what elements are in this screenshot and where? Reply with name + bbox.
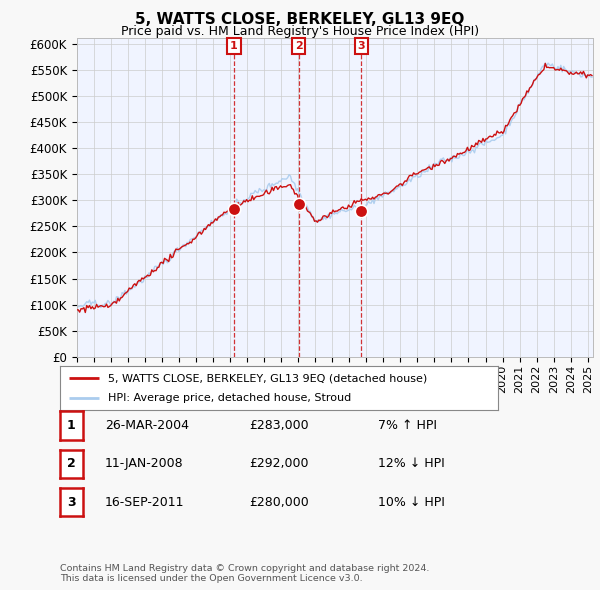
Text: 1: 1	[67, 419, 76, 432]
Text: 11-JAN-2008: 11-JAN-2008	[105, 457, 184, 470]
Text: 10% ↓ HPI: 10% ↓ HPI	[378, 496, 445, 509]
Text: 1: 1	[230, 41, 238, 51]
Text: Price paid vs. HM Land Registry's House Price Index (HPI): Price paid vs. HM Land Registry's House …	[121, 25, 479, 38]
Text: 7% ↑ HPI: 7% ↑ HPI	[378, 419, 437, 432]
Text: 12% ↓ HPI: 12% ↓ HPI	[378, 457, 445, 470]
Text: 26-MAR-2004: 26-MAR-2004	[105, 419, 189, 432]
Text: 2: 2	[67, 457, 76, 470]
Text: Contains HM Land Registry data © Crown copyright and database right 2024.
This d: Contains HM Land Registry data © Crown c…	[60, 563, 430, 583]
Text: £283,000: £283,000	[249, 419, 308, 432]
Text: 2: 2	[295, 41, 302, 51]
Text: 16-SEP-2011: 16-SEP-2011	[105, 496, 185, 509]
Text: HPI: Average price, detached house, Stroud: HPI: Average price, detached house, Stro…	[108, 393, 352, 402]
Text: £280,000: £280,000	[249, 496, 309, 509]
Text: 5, WATTS CLOSE, BERKELEY, GL13 9EQ (detached house): 5, WATTS CLOSE, BERKELEY, GL13 9EQ (deta…	[108, 373, 427, 383]
Text: 3: 3	[67, 496, 76, 509]
Text: £292,000: £292,000	[249, 457, 308, 470]
Text: 5, WATTS CLOSE, BERKELEY, GL13 9EQ: 5, WATTS CLOSE, BERKELEY, GL13 9EQ	[136, 12, 464, 27]
Text: 3: 3	[358, 41, 365, 51]
